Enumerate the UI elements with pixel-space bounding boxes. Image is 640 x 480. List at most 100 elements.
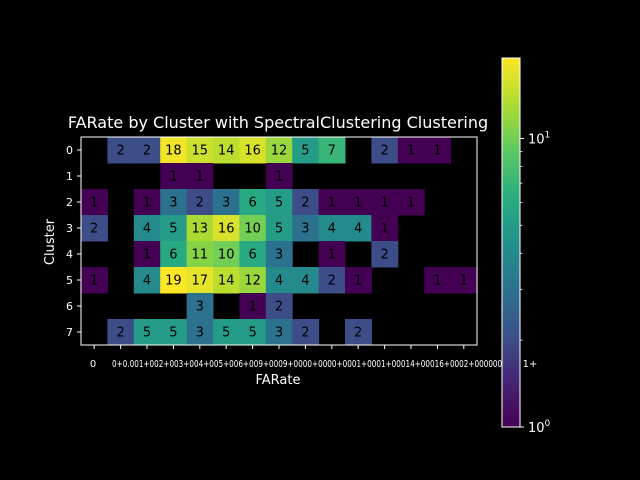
heatmap-cell: [213, 137, 240, 164]
heatmap-cell: [133, 267, 161, 294]
cell-value-label: 5: [169, 326, 177, 341]
y-axis-ticks: 0 1 2 3 4 5 6 7: [66, 144, 81, 339]
cell-value-label: 2: [380, 248, 388, 263]
cell-value-label: 2: [275, 300, 283, 315]
heatmap-cell: [213, 189, 240, 216]
y-axis-label: Cluster: [43, 218, 58, 265]
heatmap-cell: [160, 267, 188, 294]
heatmap-cell: [265, 163, 293, 190]
heatmap-cell: [450, 267, 478, 294]
cell-value-label: 4: [275, 274, 283, 289]
cell-value-label: 2: [380, 144, 388, 159]
cell-value-label: 1: [196, 170, 204, 185]
cell-value-label: 6: [248, 248, 256, 263]
cell-value-label: 12: [271, 144, 288, 159]
heatmap-cell: [160, 163, 188, 190]
y-tick-label: 2: [66, 196, 73, 209]
heatmap-cell: [213, 319, 240, 346]
heatmap-cell: [345, 319, 372, 346]
cell-value-label: 2: [354, 326, 362, 341]
cell-value-label: 3: [169, 196, 177, 211]
heatmap-cell: [292, 189, 320, 216]
heatmap-cell: [133, 241, 161, 268]
x-tick-label-last: 1+: [523, 359, 538, 370]
colorbar: 100 101: [501, 57, 551, 436]
heatmap-cell: [265, 319, 293, 346]
heatmap-cell: [186, 241, 214, 268]
heatmap-cell: [186, 189, 214, 216]
y-tick-label: 0: [66, 144, 73, 157]
cell-value-label: 5: [301, 144, 309, 159]
y-tick-label: 1: [66, 170, 73, 183]
heatmap-cell: [133, 215, 161, 242]
cell-value-label: 2: [301, 326, 309, 341]
cell-value-label: 1: [433, 274, 441, 289]
plot-area: 2 2 18 15 14 16 12 5 7 2 1 11 1 11 1 3 2 3 6 5 2 1 1 1 12 4 5 13 16 1…: [80, 136, 478, 346]
cell-value-label: 16: [244, 144, 261, 159]
heatmap-cell: [397, 137, 425, 164]
cell-value-label: 5: [275, 196, 283, 211]
heatmap-cell: [160, 241, 188, 268]
cell-value-label: 1: [354, 274, 362, 289]
heatmap-cell: [318, 267, 346, 294]
heatmap-cell: [186, 215, 214, 242]
cell-value-label: 4: [328, 222, 336, 237]
x-axis-ticks: 0 0+0.001+002+003+004+005+006+009+0009+00…: [90, 345, 538, 370]
cell-value-label: 4: [143, 274, 151, 289]
cell-value-label: 5: [248, 326, 256, 341]
heatmap-cell: [265, 215, 293, 242]
colorbar-tick-label: 101: [528, 130, 550, 147]
heatmap-cell: [371, 137, 399, 164]
cell-value-label: 1: [380, 222, 388, 237]
cell-value-label: 1: [143, 248, 151, 263]
heatmap-cell: [345, 189, 372, 216]
cell-value-label: 1: [143, 196, 151, 211]
heatmap-cell: [239, 319, 267, 346]
x-axis-label: FARate: [256, 373, 301, 388]
y-tick-label: 3: [66, 222, 73, 235]
heatmap-cell: [239, 241, 267, 268]
cell-value-label: 6: [169, 248, 177, 263]
cell-value-label: 3: [196, 300, 204, 315]
heatmap-cell: [318, 241, 346, 268]
cell-value-label: 2: [116, 144, 124, 159]
heatmap-cell: [265, 293, 293, 320]
heatmap-cell: [239, 215, 267, 242]
heatmap-cell: [318, 137, 346, 164]
heatmap-cell: [318, 215, 346, 242]
heatmap-cell: [371, 241, 399, 268]
cell-value-label: 2: [90, 222, 98, 237]
heatmap-cell: [265, 189, 293, 216]
cell-value-label: 3: [301, 222, 309, 237]
heatmap-cell: [318, 189, 346, 216]
cell-value-label: 5: [222, 326, 230, 341]
heatmap-cell: [186, 319, 214, 346]
heatmap-cell: [239, 267, 267, 294]
heatmap-cell: [186, 293, 214, 320]
cell-value-label: 4: [301, 274, 309, 289]
cell-value-label: 13: [192, 222, 209, 237]
cell-value-label: 1: [169, 170, 177, 185]
cell-value-label: 1: [328, 196, 336, 211]
cell-value-label: 16: [218, 222, 235, 237]
heatmap-cell: [107, 319, 135, 346]
heatmap-cell: [213, 267, 240, 294]
cell-value-label: 1: [460, 274, 468, 289]
y-tick-label: 4: [66, 248, 73, 261]
x-tick-labels-overlapping: 0+0.001+002+003+004+005+006+009+0009+000…: [112, 359, 516, 370]
heatmap-cell: [133, 137, 161, 164]
x-tick-label-first: 0: [90, 359, 96, 370]
cell-value-label: 3: [275, 326, 283, 341]
heatmap-cell: [107, 137, 135, 164]
heatmap-cell: [239, 137, 267, 164]
cell-value-label: 2: [143, 144, 151, 159]
cell-value-label: 5: [143, 326, 151, 341]
heatmap-cell: [265, 267, 293, 294]
cell-value-label: 19: [165, 274, 182, 289]
cell-value-label: 3: [275, 248, 283, 263]
cell-value-label: 7: [328, 144, 336, 159]
heatmap-cell: [81, 215, 108, 242]
cell-value-label: 4: [354, 222, 362, 237]
cell-value-label: 2: [301, 196, 309, 211]
heatmap-cell: [371, 189, 399, 216]
